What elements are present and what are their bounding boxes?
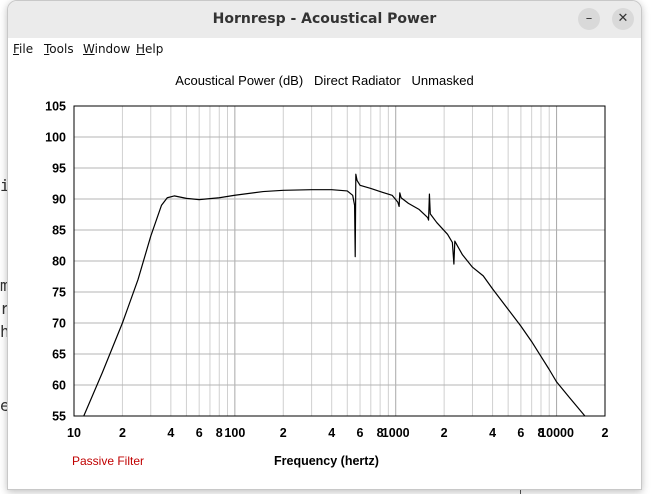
x-tick-label: 2 xyxy=(602,426,609,440)
menu-window-mnemonic: W xyxy=(83,42,95,56)
plot-frame xyxy=(73,105,606,417)
y-tick-label: 65 xyxy=(52,348,66,362)
hornresp-window: Hornresp - Acoustical Power – ✕ File Too… xyxy=(7,0,642,490)
passive-filter-label[interactable]: Passive Filter xyxy=(72,454,145,468)
y-tick-label: 100 xyxy=(45,131,66,145)
background-text: e xyxy=(0,396,10,415)
x-tick-label: 100 xyxy=(224,426,245,440)
menu-tools-label: ools xyxy=(49,42,74,56)
y-tick-label: 95 xyxy=(52,162,66,176)
power-response-line xyxy=(83,173,586,417)
menu-tools-mnemonic: T xyxy=(44,42,50,56)
minimize-button[interactable]: – xyxy=(578,8,600,30)
menu-bar: File Tools Window Help xyxy=(8,38,641,60)
menu-help[interactable]: Help xyxy=(136,42,163,56)
y-tick-label: 55 xyxy=(52,410,66,424)
y-tick-label: 70 xyxy=(52,317,66,331)
title-bar[interactable]: Hornresp - Acoustical Power – ✕ xyxy=(8,1,641,39)
y-tick-label: 75 xyxy=(52,286,66,300)
x-tick-label: 2 xyxy=(280,426,287,440)
y-tick-label: 80 xyxy=(52,255,66,269)
x-tick-label: 2 xyxy=(441,426,448,440)
y-tick-label: 90 xyxy=(52,193,66,207)
menu-window[interactable]: Window xyxy=(83,42,130,56)
menu-help-mnemonic: H xyxy=(136,42,146,56)
x-tick-label: 6 xyxy=(357,426,364,440)
menu-tools[interactable]: Tools xyxy=(44,42,74,56)
y-tick-label: 60 xyxy=(52,379,66,393)
x-axis-label: Frequency (hertz) xyxy=(274,454,379,468)
background-text: m xyxy=(0,276,10,295)
x-tick-label: 8 xyxy=(377,426,384,440)
close-button[interactable]: ✕ xyxy=(612,8,634,30)
x-tick-label: 6 xyxy=(196,426,203,440)
x-tick-label: 10 xyxy=(67,426,81,440)
x-tick-label: 1000 xyxy=(382,426,410,440)
x-tick-label: 6 xyxy=(517,426,524,440)
window-title: Hornresp - Acoustical Power xyxy=(212,11,437,27)
menu-file-mnemonic: F xyxy=(13,42,20,56)
x-tick-label: 4 xyxy=(167,426,174,440)
background-text: h xyxy=(0,322,10,341)
chart-title: Acoustical Power (dB) Direct Radiator Un… xyxy=(175,73,474,88)
x-tick-label: 8 xyxy=(538,426,545,440)
x-tick-label: 4 xyxy=(489,426,496,440)
x-tick-label: 8 xyxy=(216,426,223,440)
x-tick-label: 10000 xyxy=(539,426,574,440)
background-text: r xyxy=(0,299,10,318)
menu-file-label: ile xyxy=(19,42,34,56)
x-tick-label: 4 xyxy=(328,426,335,440)
menu-help-label: elp xyxy=(145,42,164,56)
menu-window-label: indow xyxy=(94,42,131,56)
y-tick-label: 85 xyxy=(52,224,66,238)
menu-file[interactable]: File xyxy=(13,42,33,56)
y-tick-label: 105 xyxy=(45,100,66,114)
x-tick-label: 2 xyxy=(119,426,126,440)
background-text: i xyxy=(0,176,10,195)
